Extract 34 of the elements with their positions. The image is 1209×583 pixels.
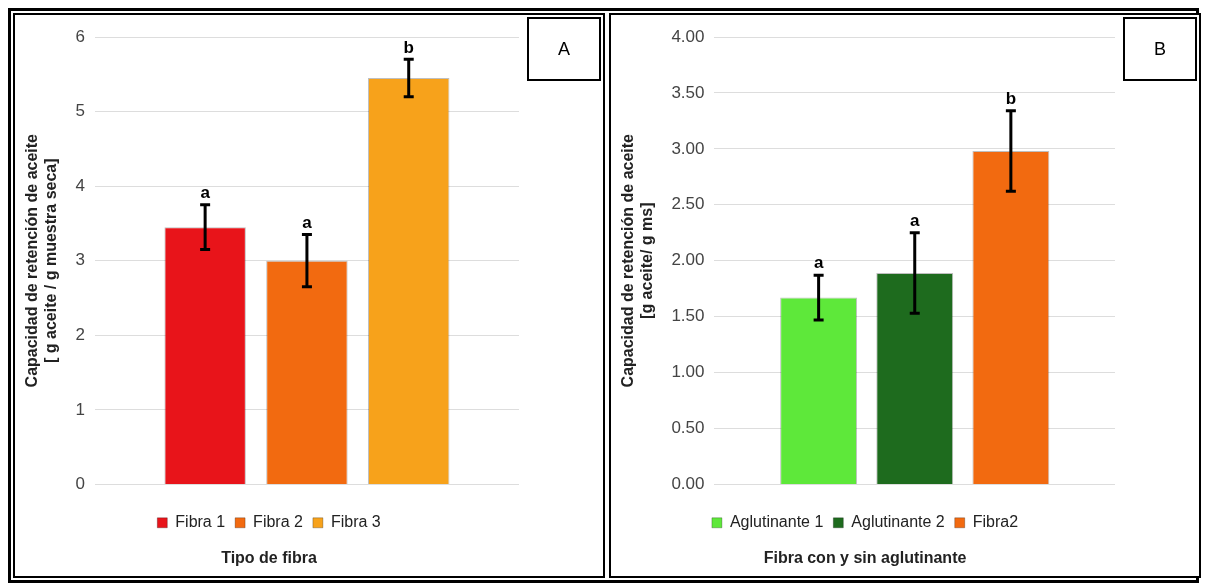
legend-label: Fibra 3 <box>330 513 381 531</box>
y-tick-label: 0.00 <box>671 474 705 494</box>
y-tick-label: 2.00 <box>671 250 705 270</box>
y-tick-label: 3 <box>75 250 85 270</box>
y-tick-label: 3.50 <box>671 82 705 102</box>
y-tick-label: 4.00 <box>671 26 705 46</box>
y-tick-label: 2 <box>75 324 85 344</box>
y-tick-label: 1.00 <box>671 362 705 382</box>
y-tick-label: 4 <box>75 175 85 195</box>
legend-label: Fibra2 <box>972 513 1019 531</box>
y-axis-title: Capacidad de retención de aceite [ g aceite / g muestra seca] <box>23 133 60 388</box>
data-label: a <box>200 182 211 202</box>
data-label: b <box>1005 89 1017 109</box>
y-tick-label: 2.50 <box>671 194 705 214</box>
y-tick-label: 5 <box>75 101 85 121</box>
legend-label: Aglutinante 2 <box>851 513 945 531</box>
y-axis-title: Capacidad de retención de aceite [g aceite/ g ms] <box>619 133 656 388</box>
data-label: a <box>302 212 313 232</box>
x-axis-title: Tipo de fibra <box>221 548 317 566</box>
legend-label: Fibra 2 <box>253 513 303 531</box>
y-tick-label: 1 <box>75 399 85 419</box>
data-label: a <box>910 210 921 230</box>
data-label: b <box>403 37 414 57</box>
y-tick-label: 6 <box>75 26 85 46</box>
y-tick-label: 0 <box>75 474 85 494</box>
text: B <box>1123 17 1197 81</box>
legend-label: Aglutinante 1 <box>729 513 824 531</box>
y-tick-label: 3.00 <box>671 138 705 158</box>
text: A <box>527 17 601 81</box>
y-tick-label: 1.50 <box>671 306 705 326</box>
data-label: a <box>813 253 824 273</box>
x-axis-title: Fibra con y sin aglutinante <box>763 548 967 566</box>
y-tick-label: 0.50 <box>671 418 705 438</box>
legend-label: Fibra 1 <box>175 513 226 531</box>
